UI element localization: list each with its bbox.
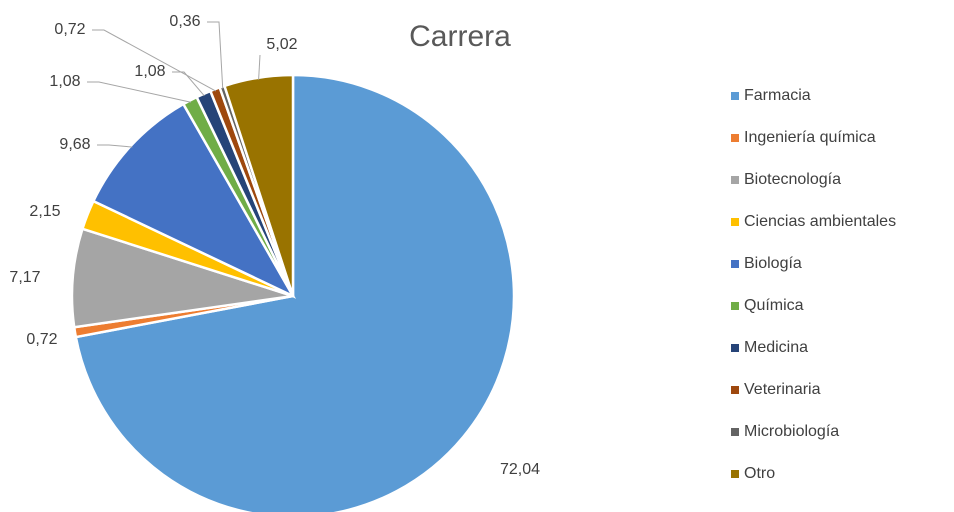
legend-swatch	[731, 428, 739, 436]
legend-label: Ingeniería química	[744, 129, 876, 146]
data-label: 2,15	[29, 203, 60, 220]
data-label: 0,72	[54, 21, 85, 38]
leader-line	[92, 29, 216, 92]
data-label: 7,17	[9, 269, 40, 286]
legend-swatch	[731, 344, 739, 352]
legend-swatch	[731, 260, 739, 268]
leader-line	[87, 81, 192, 103]
legend-swatch	[731, 134, 739, 142]
legend-swatch	[731, 92, 739, 100]
legend-label: Microbiología	[744, 423, 839, 440]
legend-label: Biología	[744, 255, 802, 272]
legend-label: Farmacia	[744, 87, 811, 104]
pie-slice	[91, 102, 297, 299]
data-label: 1,08	[49, 73, 80, 90]
leader-line	[207, 21, 224, 89]
legend-swatch	[731, 386, 739, 394]
legend-swatch	[731, 302, 739, 310]
legend-label: Biotecnología	[744, 171, 841, 188]
pie-slice	[70, 227, 294, 329]
leader-line	[97, 144, 133, 148]
legend-label: Medicina	[744, 339, 808, 356]
data-label: 1,08	[134, 63, 165, 80]
legend-swatch	[731, 470, 739, 478]
legend-label: Otro	[744, 465, 775, 482]
legend-label: Ciencias ambientales	[744, 213, 896, 230]
data-label: 0,36	[169, 13, 200, 30]
data-label: 0,72	[26, 331, 57, 348]
legend-label: Veterinaria	[744, 381, 821, 398]
chart-title: Carrera	[409, 20, 511, 53]
data-label: 5,02	[266, 36, 297, 53]
leader-line	[258, 54, 261, 80]
data-label: 72,04	[500, 461, 540, 478]
leader-line	[172, 71, 205, 97]
legend-label: Química	[744, 297, 804, 314]
legend-swatch	[731, 218, 739, 226]
legend-swatch	[731, 176, 739, 184]
data-label: 9,68	[59, 136, 90, 153]
pie-slice	[74, 73, 516, 512]
